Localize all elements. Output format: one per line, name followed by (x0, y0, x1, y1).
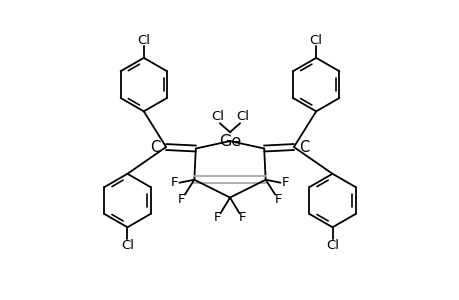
Text: Cl: Cl (325, 239, 338, 252)
Text: Cl: Cl (235, 110, 248, 123)
Text: F: F (281, 176, 289, 189)
Text: Cl: Cl (211, 110, 224, 123)
Text: F: F (238, 211, 246, 224)
Text: Ge: Ge (218, 134, 241, 148)
Text: F: F (213, 211, 221, 224)
Text: F: F (178, 193, 185, 206)
Text: F: F (170, 176, 178, 189)
Text: Cl: Cl (137, 34, 150, 46)
Text: F: F (274, 193, 281, 206)
Text: C: C (299, 140, 309, 154)
Text: Cl: Cl (121, 239, 134, 252)
Text: C: C (150, 140, 160, 154)
Text: Cl: Cl (309, 34, 322, 46)
